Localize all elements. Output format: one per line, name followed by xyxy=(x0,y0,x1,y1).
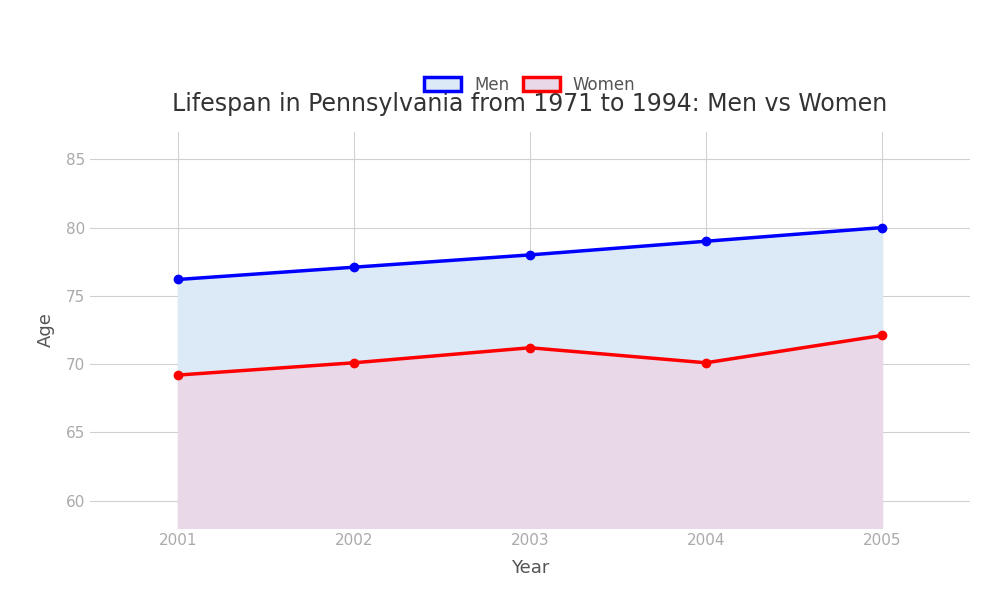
Y-axis label: Age: Age xyxy=(37,313,55,347)
Legend: Men, Women: Men, Women xyxy=(418,69,642,100)
X-axis label: Year: Year xyxy=(511,559,549,577)
Title: Lifespan in Pennsylvania from 1971 to 1994: Men vs Women: Lifespan in Pennsylvania from 1971 to 19… xyxy=(172,92,888,116)
